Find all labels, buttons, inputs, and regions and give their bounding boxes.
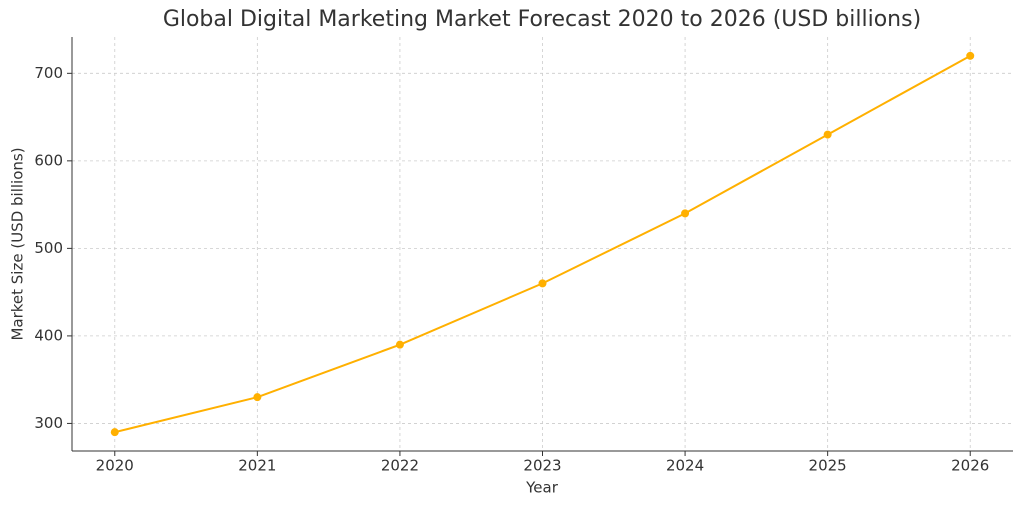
point [823, 130, 832, 139]
y-tick-label: 400 [34, 326, 63, 344]
x-tick-label: 2025 [809, 457, 847, 475]
point [538, 279, 547, 288]
point [395, 340, 404, 349]
x-tick-label: 2024 [666, 457, 704, 475]
point [681, 209, 690, 218]
point [253, 393, 262, 402]
x-tick-label: 2022 [381, 457, 419, 475]
x-tick-label: 2023 [523, 457, 561, 475]
y-tick-label: 600 [34, 151, 63, 169]
y-tick-label: 300 [34, 414, 63, 432]
point [110, 428, 119, 437]
y-axis-label: Market Size (USD billions) [9, 147, 27, 340]
x-tick-label: 2020 [96, 457, 134, 475]
point [966, 51, 975, 60]
x-axis-label: Year [525, 479, 559, 497]
y-tick-label: 700 [34, 64, 63, 82]
x-tick-label: 2026 [951, 457, 989, 475]
x-tick-label: 2021 [238, 457, 276, 475]
y-tick-label: 500 [34, 239, 63, 257]
chart-title: Global Digital Marketing Market Forecast… [163, 7, 921, 32]
